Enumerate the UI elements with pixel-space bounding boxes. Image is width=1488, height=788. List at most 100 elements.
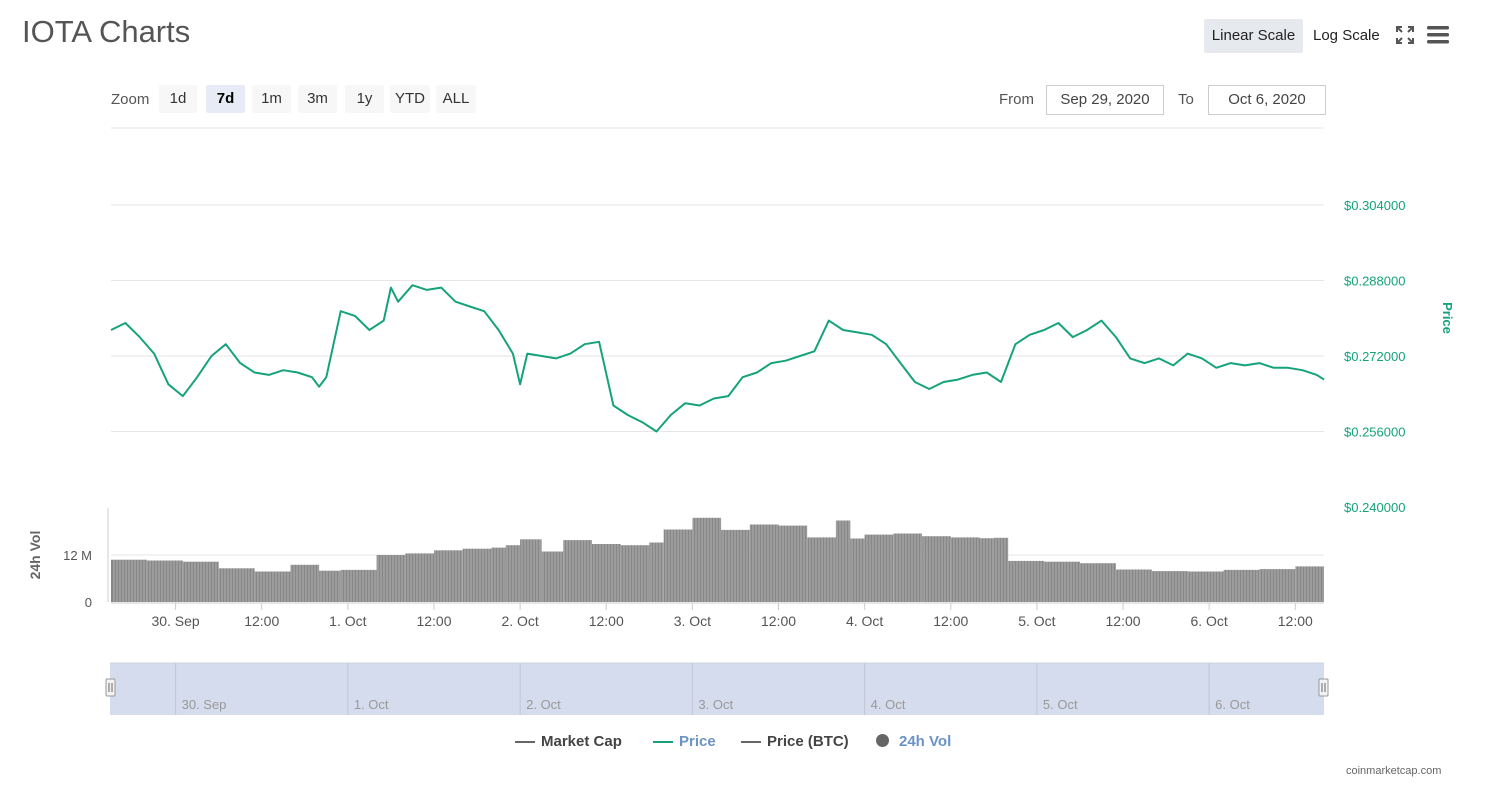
navigator-tick-label: 3. Oct	[698, 697, 733, 712]
price-y-axis: $0.240000 $0.256000 $0.272000 $0.288000 $0.3…	[1344, 198, 1405, 515]
hamburger-menu-icon[interactable]	[1426, 24, 1452, 46]
legend-price-btc-label: Price (BTC)	[767, 733, 849, 750]
volume-bar	[864, 534, 894, 602]
x-axis-tick-label: 6. Oct	[1190, 613, 1227, 629]
volume-bar	[491, 547, 506, 602]
volume-bar	[254, 571, 291, 602]
x-axis-tick-label: 12:00	[1278, 613, 1313, 629]
linear-scale-button[interactable]: Linear Scale	[1204, 19, 1303, 53]
volume-bar	[340, 569, 377, 602]
volume-bar	[146, 560, 183, 602]
legend-price[interactable]: Price	[653, 733, 716, 750]
page-title: IOTA Charts	[22, 14, 191, 49]
x-axis-tick-label: 12:00	[416, 613, 451, 629]
volume-bar	[376, 555, 406, 602]
zoom-7d-button[interactable]: 7d	[206, 85, 245, 113]
volume-bar	[505, 545, 521, 602]
to-date-input[interactable]: Oct 6, 2020	[1208, 85, 1326, 115]
to-label: To	[1178, 91, 1194, 108]
volume-bar	[807, 537, 836, 602]
credit-link[interactable]: coinmarketcap.com	[1346, 765, 1442, 777]
navigator-tick-label: 30. Sep	[182, 697, 227, 712]
volume-bar	[1080, 563, 1116, 602]
zoom-label: Zoom	[111, 91, 150, 108]
volume-bar	[950, 537, 980, 602]
zoom-1y-button[interactable]: 1y	[345, 85, 384, 113]
vol-legend-dot-icon	[876, 734, 889, 747]
volume-bar	[1259, 569, 1296, 602]
x-axis-tick-label: 12:00	[244, 613, 279, 629]
navigator-right-handle[interactable]	[1318, 678, 1329, 697]
x-axis-tick-label: 5. Oct	[1018, 613, 1055, 629]
zoom-all-button[interactable]: ALL	[436, 85, 476, 113]
volume-bar	[218, 568, 255, 602]
volume-bars	[111, 508, 1324, 602]
volume-bar	[1008, 560, 1045, 602]
volume-bar	[850, 538, 865, 602]
zoom-3m-button[interactable]: 3m	[298, 85, 337, 113]
navigator-selected-range[interactable]	[110, 663, 1324, 715]
volume-bar	[893, 533, 922, 602]
x-axis: 30. Sep 12:00 1. Oct 12:00 2. Oct 12:00 3. Oct…	[111, 602, 1324, 629]
volume-bar	[1044, 561, 1080, 602]
volume-bar	[749, 524, 779, 602]
price-y-tick-label: $0.288000	[1344, 274, 1405, 289]
volume-y-axis: 0 12 M	[63, 548, 92, 610]
volume-bar	[649, 542, 664, 602]
volume-y-tick-label: 12 M	[63, 548, 92, 563]
x-axis-tick-label: 12:00	[933, 613, 968, 629]
volume-bar	[778, 525, 808, 602]
volume-bar	[462, 548, 492, 602]
volume-bar	[922, 536, 951, 602]
price-grid	[111, 204, 1324, 432]
price-btc-legend-line-icon	[741, 741, 761, 744]
legend-market-cap[interactable]: Market Cap	[515, 733, 622, 750]
volume-bar	[993, 537, 1009, 602]
volume-bar	[405, 553, 434, 602]
legend-price-btc[interactable]: Price (BTC)	[741, 733, 849, 750]
from-label: From	[999, 91, 1034, 108]
volume-bar	[979, 538, 994, 602]
volume-bar	[620, 545, 650, 602]
x-axis-tick-label: 12:00	[589, 613, 624, 629]
volume-bar	[111, 559, 147, 602]
volume-bar	[1151, 571, 1188, 602]
x-axis-tick-label: 12:00	[1106, 613, 1141, 629]
volume-bar	[290, 564, 320, 602]
navigator-tick-label: 4. Oct	[871, 697, 906, 712]
legend-price-label: Price	[679, 733, 716, 750]
navigator-tick-label: 1. Oct	[354, 697, 389, 712]
fullscreen-icon-graphic	[1396, 26, 1414, 44]
fullscreen-icon[interactable]	[1395, 25, 1415, 45]
volume-bar	[591, 544, 621, 602]
hamburger-menu-icon-graphic	[1427, 26, 1449, 44]
price-series-line	[110, 284, 1325, 433]
navigator-tick-label: 6. Oct	[1215, 697, 1250, 712]
volume-y-tick-label: 0	[85, 595, 92, 610]
navigator-left-handle[interactable]	[105, 678, 116, 697]
price-legend-line-icon	[653, 741, 673, 744]
x-axis-tick-label: 2. Oct	[501, 613, 538, 629]
zoom-1m-button[interactable]: 1m	[252, 85, 291, 113]
volume-bar	[835, 520, 851, 602]
volume-bar	[1223, 569, 1260, 602]
from-date-input[interactable]: Sep 29, 2020	[1046, 85, 1164, 115]
volume-bar	[692, 517, 722, 602]
x-axis-tick-label: 3. Oct	[674, 613, 711, 629]
log-scale-button[interactable]: Log Scale	[1313, 27, 1380, 44]
price-y-tick-label: $0.256000	[1344, 425, 1405, 440]
volume-bar	[663, 529, 693, 602]
volume-bar	[182, 561, 219, 602]
legend-24h-vol[interactable]: 24h Vol	[876, 733, 951, 750]
market-cap-legend-line-icon	[515, 741, 535, 744]
zoom-ytd-button[interactable]: YTD	[390, 85, 430, 113]
zoom-1d-button[interactable]: 1d	[159, 85, 197, 113]
price-y-tick-label: $0.304000	[1344, 198, 1405, 213]
volume-bar	[319, 570, 341, 602]
legend-24h-vol-label: 24h Vol	[899, 733, 952, 750]
navigator-tick-label: 5. Oct	[1043, 697, 1078, 712]
volume-bar	[1115, 569, 1152, 602]
volume-bar	[434, 550, 463, 602]
navigator-axis: 30. Sep 1. Oct 2. Oct 3. Oct 4. Oct 5. Oct 6. …	[175, 663, 1250, 715]
